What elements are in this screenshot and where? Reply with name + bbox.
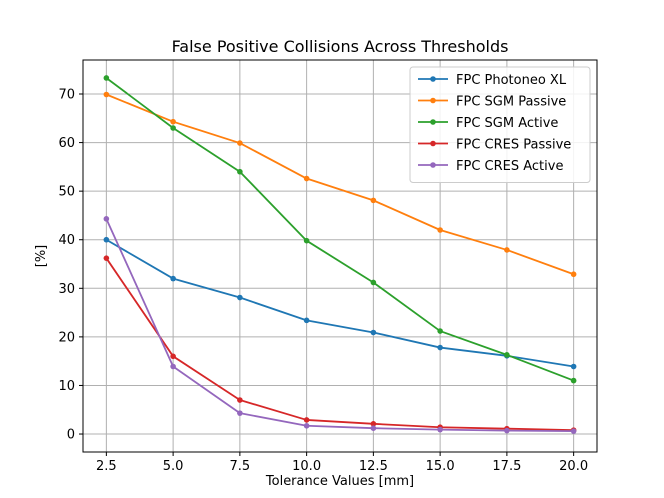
data-point-fpc-sgm-passive xyxy=(437,227,443,233)
legend-swatch-marker xyxy=(430,162,436,168)
legend-swatch-marker xyxy=(430,140,436,147)
series-line-fpc-sgm-active xyxy=(105,77,574,382)
data-point-fpc-cres-passive xyxy=(237,397,243,403)
y-axis-ticks: 0 10 20 30 40 50 60 70 xyxy=(58,88,83,443)
data-point-fpc-cres-active xyxy=(570,428,577,434)
x-tick-label: 12.5 xyxy=(359,459,388,474)
data-point-fpc-sgm-passive xyxy=(103,91,110,98)
legend-label: FPC SGM Passive xyxy=(456,95,566,110)
series-line-fpc-photoneo-xl xyxy=(105,238,574,368)
data-point-fpc-cres-passive xyxy=(370,421,377,427)
series-line-fpc-sgm-passive xyxy=(106,93,574,276)
data-point-fpc-photoneo-xl xyxy=(437,344,443,351)
data-point-fpc-sgm-active xyxy=(370,279,377,286)
data-point-fpc-photoneo-xl xyxy=(370,329,377,336)
x-tick-label: 20.0 xyxy=(559,459,588,474)
x-tick-label: 7.5 xyxy=(230,459,251,474)
data-point-fpc-photoneo-xl xyxy=(237,294,243,301)
data-point-fpc-sgm-passive xyxy=(504,247,510,253)
data-point-fpc-sgm-passive xyxy=(570,271,577,278)
data-point-fpc-cres-active xyxy=(370,425,377,431)
legend: FPC Photoneo XL FPC SGM Passive FPC SGM Ac… xyxy=(409,66,591,183)
data-point-fpc-sgm-active xyxy=(170,125,176,131)
x-tick-label: 5.0 xyxy=(163,459,184,474)
data-point-fpc-sgm-active xyxy=(303,237,310,244)
legend-label: FPC CRES Passive xyxy=(456,138,571,153)
data-point-fpc-cres-active xyxy=(504,427,510,434)
legend-swatch-marker xyxy=(430,97,436,104)
chart-title: False Positive Collisions Across Thresho… xyxy=(172,37,509,56)
x-axis-label: Tolerance Values [mm] xyxy=(265,474,414,489)
data-point-fpc-cres-passive xyxy=(170,353,176,360)
y-tick-label: 20 xyxy=(58,330,75,345)
data-point-fpc-cres-active xyxy=(437,426,443,433)
y-tick-label: 40 xyxy=(58,233,75,248)
y-tick-label: 10 xyxy=(58,379,75,394)
data-point-fpc-photoneo-xl xyxy=(103,236,110,243)
data-point-fpc-cres-active xyxy=(237,410,243,416)
series-line-fpc-cres-passive xyxy=(105,257,574,432)
x-tick-label: 2.5 xyxy=(96,459,117,474)
x-tick-label: 17.5 xyxy=(492,459,521,474)
data-point-fpc-sgm-active xyxy=(437,328,443,334)
data-point-fpc-cres-active xyxy=(303,422,310,429)
data-point-fpc-cres-passive xyxy=(303,417,310,423)
legend-box xyxy=(409,66,591,183)
y-tick-label: 30 xyxy=(58,282,75,297)
x-axis-ticks: 2.5 5.0 7.5 10.0 12.5 15.0 17.5 20.0 xyxy=(96,452,588,474)
series-line-fpc-cres-active xyxy=(105,218,574,433)
data-point-fpc-cres-active xyxy=(103,216,110,222)
data-point-fpc-sgm-passive xyxy=(370,197,377,204)
x-tick-label: 10.0 xyxy=(292,459,321,474)
y-tick-label: 0 xyxy=(67,428,75,443)
data-point-fpc-sgm-active xyxy=(504,352,510,358)
data-point-fpc-sgm-passive xyxy=(170,118,176,125)
data-point-fpc-sgm-active xyxy=(237,168,243,175)
legend-swatch-marker xyxy=(430,119,436,125)
data-point-fpc-sgm-active xyxy=(570,377,577,384)
y-axis-label: [%] xyxy=(34,245,49,268)
data-point-fpc-photoneo-xl xyxy=(570,363,577,370)
data-point-fpc-photoneo-xl xyxy=(170,275,176,282)
data-point-fpc-cres-passive xyxy=(103,255,110,261)
y-tick-label: 70 xyxy=(58,88,75,103)
data-point-fpc-sgm-passive xyxy=(303,175,310,182)
y-tick-label: 50 xyxy=(58,185,75,200)
legend-label: FPC CRES Active xyxy=(456,159,563,174)
legend-label: FPC SGM Active xyxy=(456,116,558,131)
data-point-fpc-sgm-active xyxy=(103,75,110,81)
plot-frame xyxy=(82,59,598,453)
data-point-fpc-sgm-passive xyxy=(237,140,243,146)
legend-label: FPC Photoneo XL xyxy=(456,73,567,88)
legend-swatch-marker xyxy=(430,76,436,82)
y-tick-label: 60 xyxy=(58,136,75,151)
data-point-fpc-cres-active xyxy=(170,363,176,370)
series-group xyxy=(103,75,577,434)
data-point-fpc-photoneo-xl xyxy=(303,317,310,324)
x-tick-label: 15.0 xyxy=(426,459,455,474)
